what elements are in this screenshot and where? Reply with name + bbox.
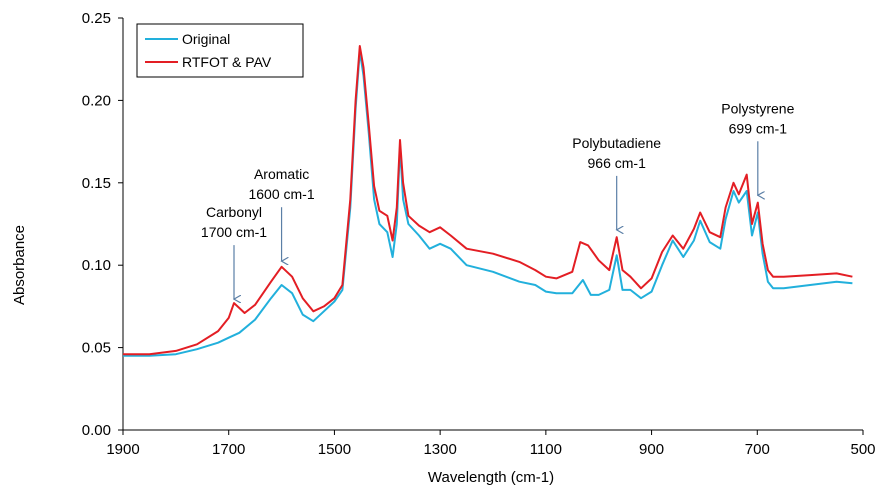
- annotation-label: Aromatic: [254, 166, 309, 182]
- y-tick-label: 0.00: [82, 422, 111, 439]
- x-tick-label: 1300: [423, 441, 456, 458]
- series-layer: [123, 45, 853, 357]
- y-tick-label: 0.05: [82, 340, 111, 357]
- legend-box: [136, 23, 304, 78]
- y-axis-title: Absorbance: [11, 225, 28, 305]
- legend-label-original: Original: [182, 31, 230, 47]
- x-tick-label: 700: [745, 441, 770, 458]
- annotation-label: Polybutadiene: [572, 135, 661, 151]
- x-tick-label: 1500: [318, 441, 351, 458]
- x-axis-title: Wavelength (cm-1): [428, 469, 554, 486]
- x-tick-label: 1100: [530, 441, 562, 458]
- y-tick-label: 0.15: [82, 175, 111, 192]
- x-tick-label: 1900: [106, 441, 139, 458]
- x-tick-label: 500: [850, 441, 875, 458]
- annotation-label: 966 cm-1: [588, 155, 647, 171]
- annotation-layer: Carbonyl 1700 cm-1 Aromatic 1600 cm-1 Polybu…: [201, 100, 795, 299]
- x-tick-label: 900: [639, 441, 664, 458]
- legend-label-rtfot-pav: RTFOT & PAV: [182, 54, 272, 70]
- annotation-label: 699 cm-1: [729, 120, 788, 136]
- axes: 0.00 0.05 0.10 0.15 0.20 0.25 1900 1700 1500 1300…: [82, 10, 876, 458]
- annotation-label: Polystyrene: [721, 100, 794, 116]
- series-line-original: [123, 50, 853, 357]
- annotation-label: 1700 cm-1: [201, 224, 267, 240]
- y-tick-label: 0.10: [82, 257, 111, 274]
- annotation-label: Carbonyl: [206, 204, 262, 220]
- annotation-label: 1600 cm-1: [248, 186, 314, 202]
- legend: Original RTFOT & PAV: [136, 23, 304, 78]
- y-tick-label: 0.25: [82, 10, 111, 27]
- x-tick-label: 1700: [212, 441, 245, 458]
- y-tick-label: 0.20: [82, 92, 111, 109]
- series-line-rtfot-pav: [123, 45, 853, 356]
